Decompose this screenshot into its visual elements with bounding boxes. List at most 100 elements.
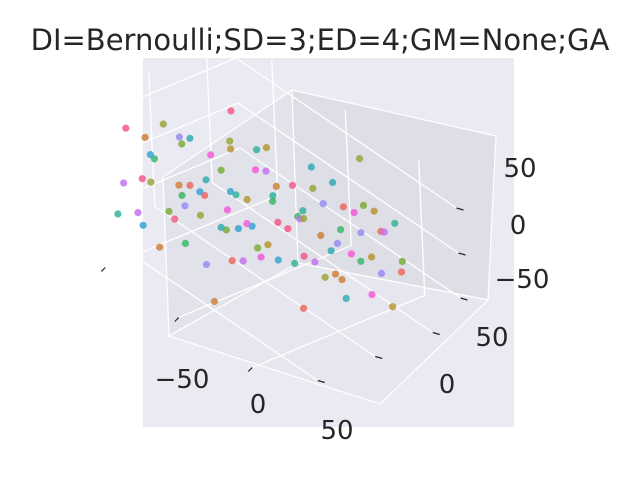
z-tick-label-2: 0 <box>510 211 527 241</box>
scatter-point-30 <box>178 191 186 200</box>
y-tick-mark <box>375 355 383 360</box>
scatter-point-10 <box>253 146 261 154</box>
scatter-point-65 <box>311 258 319 266</box>
scatter-point-46 <box>347 250 355 258</box>
grid-back-z <box>239 147 461 299</box>
scatter-point-28 <box>175 181 183 189</box>
scatter-points <box>114 107 406 312</box>
z-tick-mark <box>458 252 466 256</box>
scatter-point-85 <box>257 253 265 261</box>
scatter-point-69 <box>357 257 365 265</box>
scatter-point-64 <box>274 256 282 264</box>
scatter-point-75 <box>178 140 186 148</box>
scatter-point-66 <box>300 252 308 260</box>
scatter-point-80 <box>338 276 346 284</box>
scatter-point-15 <box>272 182 280 190</box>
scatter-point-44 <box>327 247 335 255</box>
scatter-point-59 <box>243 220 251 228</box>
scatter-point-94 <box>356 155 364 163</box>
scatter-point-33 <box>223 206 232 214</box>
scatter-point-87 <box>262 144 271 152</box>
scatter-point-22 <box>370 207 378 215</box>
scatter-point-42 <box>300 215 308 223</box>
scatter-point-24 <box>391 219 399 227</box>
scatter-point-51 <box>139 221 147 229</box>
grid-back-z <box>237 102 459 254</box>
y-tick-label-2: 0 <box>439 370 456 400</box>
x-tick-mark <box>174 317 180 322</box>
scatter-point-61 <box>264 241 272 249</box>
scatter-point-48 <box>368 253 376 261</box>
y-tick-mark <box>432 331 440 336</box>
scatter-point-6 <box>207 151 215 159</box>
x-tick-label-1: −50 <box>155 365 210 395</box>
scatter-point-72 <box>368 291 376 299</box>
scatter-point-0 <box>122 124 130 132</box>
scatter-point-58 <box>202 260 211 269</box>
scatter-point-63 <box>291 259 299 267</box>
scatter-point-49 <box>398 257 406 265</box>
y-tick-mark <box>317 379 325 384</box>
scatter-point-84 <box>333 239 341 247</box>
scatter-point-43 <box>337 226 345 234</box>
scatter-point-92 <box>227 107 235 115</box>
scatter-point-77 <box>196 188 204 196</box>
scatter-point-74 <box>389 303 397 311</box>
scatter-point-62 <box>254 244 262 252</box>
scatter-point-13 <box>251 166 260 174</box>
scatter-point-7 <box>186 181 194 189</box>
tick-marks <box>100 207 468 384</box>
scatter-point-14 <box>288 181 297 189</box>
grid-back-z <box>235 57 457 209</box>
scatter-point-70 <box>342 294 350 302</box>
scatter-point-86 <box>300 304 308 312</box>
scatter-point-71 <box>377 269 386 277</box>
scatter-point-76 <box>232 191 240 199</box>
scatter-point-9 <box>217 166 225 174</box>
scatter-point-91 <box>380 228 388 236</box>
scatter-point-53 <box>171 215 179 223</box>
scatter-point-2 <box>159 120 167 128</box>
scatter-point-50 <box>114 210 122 218</box>
scatter-point-40 <box>274 218 282 226</box>
scatter-point-56 <box>181 239 189 247</box>
z-tick-mark <box>460 297 468 301</box>
grid-floor-y <box>96 229 319 382</box>
grid-floor-y <box>154 205 376 358</box>
x-tick-mark <box>100 267 106 272</box>
scatter-point-23 <box>359 201 368 209</box>
x-tick-mark <box>247 367 253 372</box>
chart-title: DI=Bernoulli;SD=3;ED=4;GM=None;GA <box>31 23 610 57</box>
scatter-point-68 <box>321 273 329 281</box>
scatter-point-31 <box>202 176 210 184</box>
scatter-point-93 <box>210 297 219 306</box>
scatter-point-35 <box>243 195 251 204</box>
scatter-point-21 <box>339 203 347 211</box>
scatter-point-82 <box>269 197 277 205</box>
scatter-point-37 <box>269 192 277 200</box>
x-tick-label-2: 0 <box>250 390 267 420</box>
scatter-point-29 <box>147 178 155 186</box>
scatter-point-12 <box>262 167 270 175</box>
scatter-point-20 <box>350 209 358 217</box>
scatter-point-32 <box>181 202 189 210</box>
scatter-point-57 <box>217 223 225 231</box>
scatter-point-25 <box>146 151 154 159</box>
scatter-point-1 <box>141 133 149 141</box>
scatter-point-79 <box>284 225 292 233</box>
x-tick-label-3: 50 <box>320 416 353 446</box>
scatter-point-5 <box>175 133 183 141</box>
scatter-point-55 <box>196 211 205 219</box>
grid-left-z <box>65 102 239 176</box>
scatter-point-16 <box>309 184 317 192</box>
scatter-point-81 <box>226 137 234 145</box>
z-tick-label-3: −50 <box>495 265 550 295</box>
scatter-point-67 <box>331 270 340 278</box>
scatter-point-4 <box>186 134 194 142</box>
scatter-point-45 <box>357 229 365 237</box>
z-tick-label-1: 50 <box>503 154 536 184</box>
grid-lines <box>63 47 461 382</box>
scatter-point-52 <box>134 209 142 217</box>
grid-left-z <box>63 57 237 131</box>
